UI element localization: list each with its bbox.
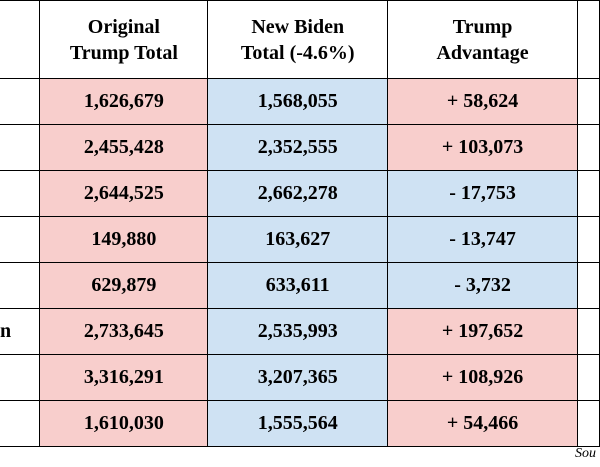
biden-total: 3,207,365	[207, 354, 389, 401]
trump-advantage: - 13,747	[387, 216, 578, 263]
cell	[577, 124, 600, 171]
trump-advantage: + 197,652	[387, 308, 578, 355]
column-header: New Biden Total (-4.6%)	[207, 0, 389, 79]
source-note: Sou	[575, 446, 596, 461]
row-label	[0, 262, 41, 309]
table-row: 2,644,525 2,662,278- 17,753	[0, 170, 600, 217]
row-label	[0, 0, 41, 79]
trump-advantage: + 58,624	[387, 78, 578, 125]
row-label	[0, 124, 41, 171]
table-row: n 2,733,645 2,535,993 + 197,652	[0, 308, 600, 355]
biden-total: 2,662,278	[207, 170, 389, 217]
row-label	[0, 78, 41, 125]
cell	[577, 400, 600, 447]
trump-total: 2,644,525	[39, 170, 209, 217]
biden-total: 633,611	[207, 262, 389, 309]
biden-total: 1,555,564	[207, 400, 389, 447]
biden-total: 2,535,993	[207, 308, 389, 355]
biden-total: 163,627	[207, 216, 389, 263]
table-row: 1,626,679 1,568,055 + 58,624	[0, 78, 600, 125]
table-row: 3,316,291 3,207,365 + 108,926	[0, 354, 600, 401]
table-row: 1,610,030 1,555,564 + 54,466	[0, 400, 600, 447]
trump-total: 149,880	[39, 216, 209, 263]
trump-total: 2,455,428	[39, 124, 209, 171]
column-header: Trump Advantage	[387, 0, 578, 79]
trump-total: 629,879	[39, 262, 209, 309]
cell	[577, 262, 600, 309]
cell	[577, 170, 600, 217]
cell	[577, 78, 600, 125]
cell	[577, 354, 600, 401]
trump-advantage: + 108,926	[387, 354, 578, 401]
row-label	[0, 216, 41, 263]
trump-advantage: - 17,753	[387, 170, 578, 217]
data-table: Original Trump Total New Biden Total (-4.…	[0, 0, 600, 447]
row-label	[0, 170, 41, 217]
row-label	[0, 354, 41, 401]
trump-advantage: + 54,466	[387, 400, 578, 447]
cell	[577, 308, 600, 355]
trump-total: 3,316,291	[39, 354, 209, 401]
biden-total: 1,568,055	[207, 78, 389, 125]
cell	[577, 216, 600, 263]
trump-total: 1,626,679	[39, 78, 209, 125]
table-row: 629,879 633,611- 3,732	[0, 262, 600, 309]
table-row: Original Trump Total New Biden Total (-4.…	[0, 0, 600, 79]
column-header: Original Trump Total	[39, 0, 209, 79]
row-label	[0, 400, 41, 447]
table-row: 2,455,428 2,352,555 + 103,073	[0, 124, 600, 171]
table-row: 149,880 163,627- 13,747	[0, 216, 600, 263]
trump-total: 2,733,645	[39, 308, 209, 355]
cell	[577, 0, 600, 79]
row-label: n	[0, 308, 41, 355]
trump-advantage: - 3,732	[387, 262, 578, 309]
trump-advantage: + 103,073	[387, 124, 578, 171]
trump-total: 1,610,030	[39, 400, 209, 447]
biden-total: 2,352,555	[207, 124, 389, 171]
